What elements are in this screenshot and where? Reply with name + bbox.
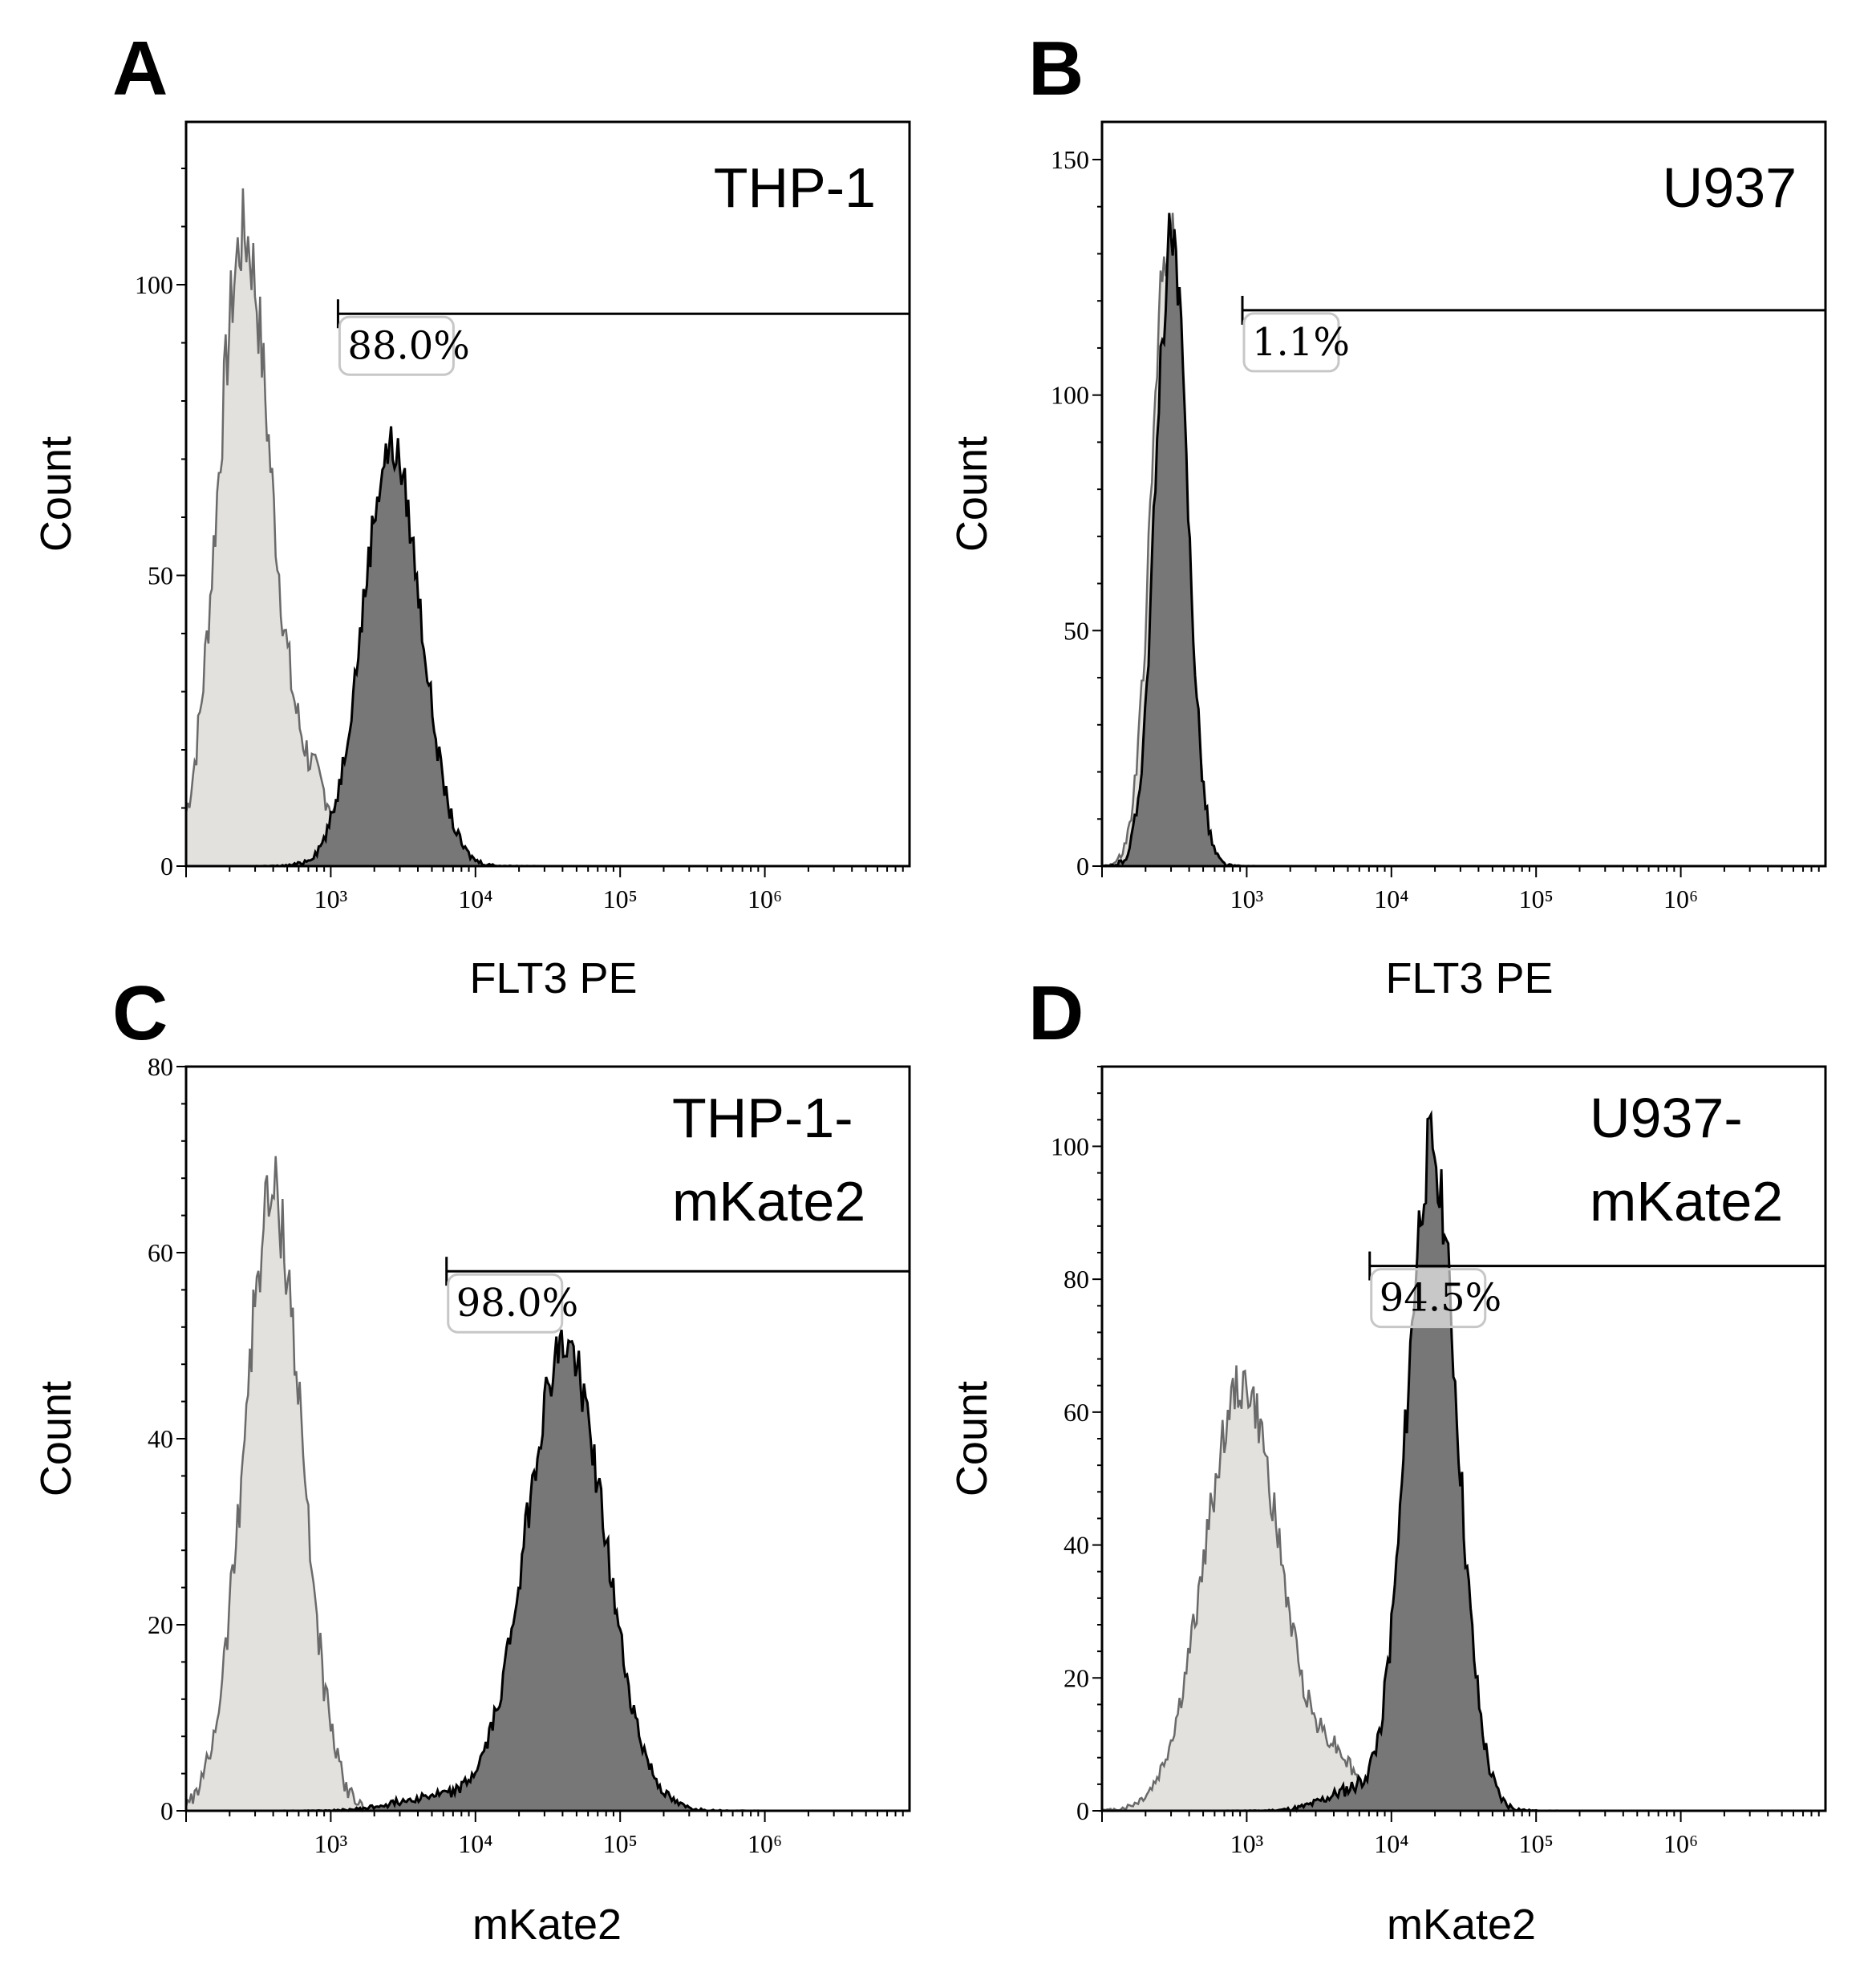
x-tick-label-d-3: 10⁶ xyxy=(1663,1829,1698,1858)
gate-percentage-d: 94.5% xyxy=(1380,1276,1501,1321)
x-axis-label-d: mKate2 xyxy=(1387,1901,1536,1949)
y-tick-label-c-1: 20 xyxy=(148,1610,173,1639)
cell-line-label-d-line2: mKate2 xyxy=(1590,1170,1783,1233)
panel-c: C 0 20 40 60 80 10³ 10⁴ 10⁵ 10⁶ 98.0% THP-1- mKat… xyxy=(32,970,911,1949)
x-tick-label-b-1: 10⁴ xyxy=(1374,885,1408,913)
x-tick-label-c-0: 10³ xyxy=(314,1829,348,1858)
x-tick-label-d-0: 10³ xyxy=(1230,1829,1264,1858)
y-tick-label-b-1: 50 xyxy=(1064,616,1089,645)
y-tick-label-a-0: 0 xyxy=(160,852,173,881)
y-tick-label-c-3: 60 xyxy=(148,1238,173,1267)
y-tick-label-d-5: 100 xyxy=(1051,1132,1089,1160)
gate-label-box-b xyxy=(1242,312,1340,373)
gate-percentage-a: 88.0% xyxy=(347,323,469,368)
gate-percentage-c: 98.0% xyxy=(456,1281,578,1326)
y-axis-label-a: Count xyxy=(32,436,80,552)
plot-frame-d xyxy=(1100,1065,1827,1812)
panel-letter-c: C xyxy=(112,970,168,1056)
gate-label-box-d xyxy=(1370,1268,1487,1329)
x-tick-label-a-0: 10³ xyxy=(314,885,348,913)
x-tick-label-a-2: 10⁵ xyxy=(603,885,638,913)
cell-line-label-c-line2: mKate2 xyxy=(672,1170,865,1233)
y-tick-label-d-2: 40 xyxy=(1064,1531,1089,1560)
y-tick-label-d-3: 60 xyxy=(1064,1398,1089,1427)
cell-line-label-b: U937 xyxy=(1663,156,1797,219)
histogram-control-a xyxy=(184,188,910,868)
cell-line-label-c-line1: THP-1- xyxy=(672,1087,853,1149)
plot-frame-c xyxy=(184,1065,911,1812)
plot-frame-a xyxy=(184,120,911,868)
y-tick-label-b-2: 100 xyxy=(1051,381,1089,410)
gate-percentage-b: 1.1% xyxy=(1252,320,1350,365)
x-axis-label-b: FLT3 PE xyxy=(1385,954,1553,1002)
x-axis-label-c: mKate2 xyxy=(472,1901,622,1949)
x-axis-label-a: FLT3 PE xyxy=(469,954,637,1002)
x-tick-label-b-2: 10⁵ xyxy=(1519,885,1554,913)
y-tick-label-b-0: 0 xyxy=(1076,852,1089,881)
y-axis-label-c: Count xyxy=(32,1381,80,1496)
x-tick-label-d-2: 10⁵ xyxy=(1519,1829,1554,1858)
y-tick-label-b-3: 150 xyxy=(1051,145,1089,174)
x-tick-label-a-1: 10⁴ xyxy=(458,885,492,913)
x-tick-label-b-3: 10⁶ xyxy=(1663,885,1698,913)
x-tick-label-d-1: 10⁴ xyxy=(1374,1829,1408,1858)
cell-line-label-d-line1: U937- xyxy=(1590,1087,1743,1149)
y-axis-label-d: Count xyxy=(948,1381,996,1496)
x-tick-label-b-0: 10³ xyxy=(1230,885,1264,913)
y-tick-label-a-1: 50 xyxy=(148,561,173,590)
y-tick-label-c-0: 0 xyxy=(160,1796,173,1825)
plot-area-b: 0 50 100 150 10³ 10⁴ 10⁵ 10⁶ 1.1% xyxy=(1051,145,1825,913)
gate-label-box-a xyxy=(338,315,455,376)
x-tick-label-c-3: 10⁶ xyxy=(748,1829,782,1858)
cell-line-label-a: THP-1 xyxy=(714,156,876,219)
panel-letter-a: A xyxy=(112,26,168,111)
panel-d: D 0 20 40 60 80 100 10³ 10⁴ 10⁵ 10⁶ 94.5% U937- mK… xyxy=(948,970,1827,1949)
y-tick-label-c-4: 80 xyxy=(148,1052,173,1081)
x-tick-label-a-3: 10⁶ xyxy=(748,885,782,913)
y-tick-label-a-2: 100 xyxy=(135,270,173,299)
panel-letter-b: B xyxy=(1028,26,1084,111)
y-tick-label-d-1: 20 xyxy=(1064,1663,1089,1692)
y-axis-label-b: Count xyxy=(948,436,996,552)
plot-area-a: 0 50 100 10³ 10⁴ 10⁵ 10⁶ 88.0% xyxy=(135,168,910,913)
y-tick-label-c-2: 40 xyxy=(148,1424,173,1453)
gate-label-box-c xyxy=(447,1273,564,1334)
y-tick-label-d-4: 80 xyxy=(1064,1265,1089,1294)
panel-b: B 0 50 100 150 10³ 10⁴ 10⁵ 10⁶ 1.1% U937 FLT3 PE… xyxy=(948,26,1827,1002)
x-tick-label-c-1: 10⁴ xyxy=(458,1829,492,1858)
plot-frame-b xyxy=(1100,120,1827,868)
plot-area-c: 0 20 40 60 80 10³ 10⁴ 10⁵ 10⁶ 98.0% xyxy=(148,1052,910,1858)
x-tick-label-c-2: 10⁵ xyxy=(603,1829,638,1858)
panel-letter-d: D xyxy=(1028,970,1084,1056)
y-tick-label-d-0: 0 xyxy=(1076,1796,1089,1825)
